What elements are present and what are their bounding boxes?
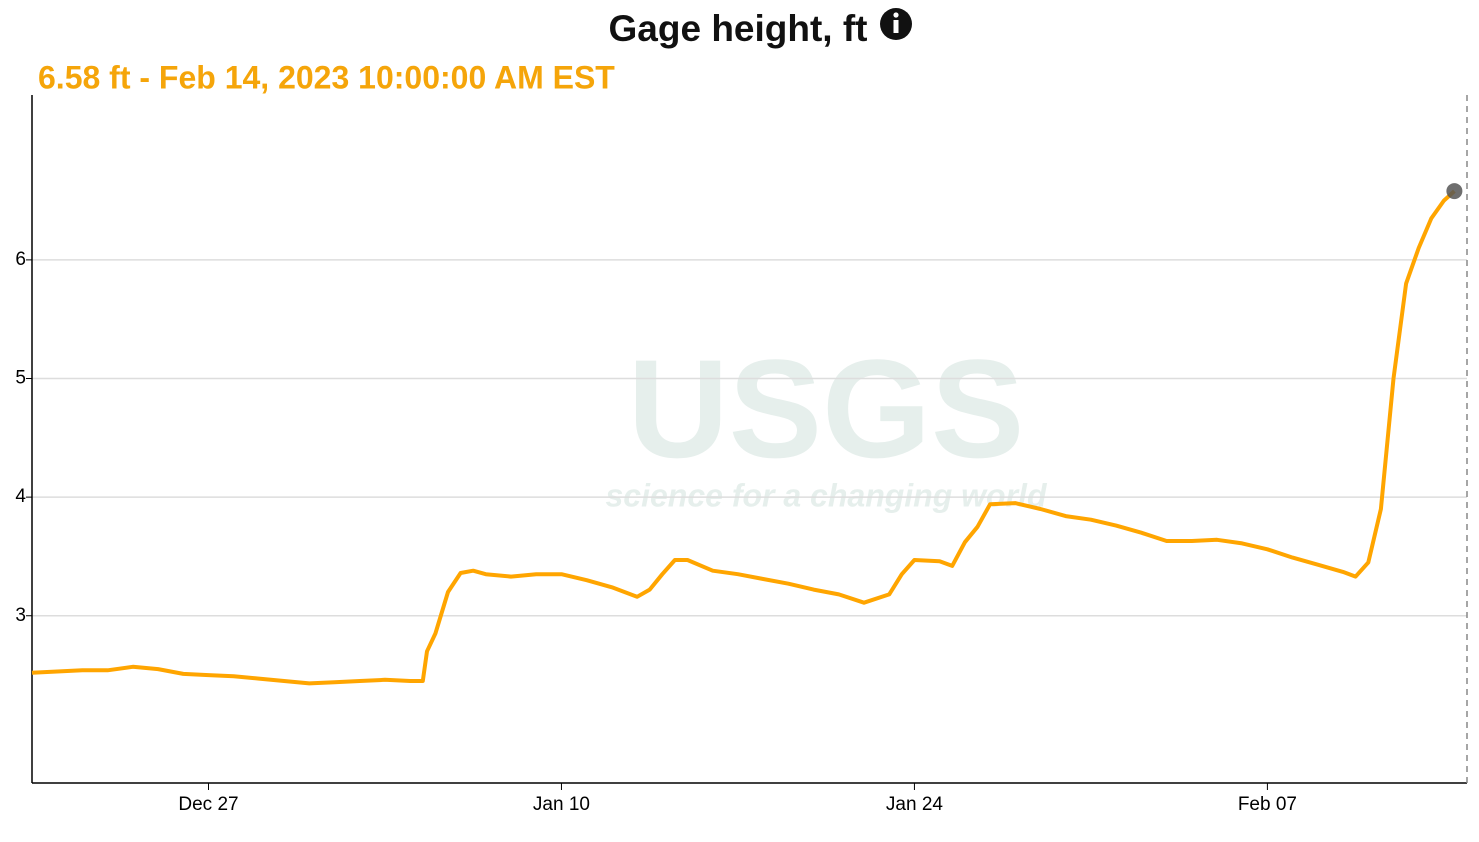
series-line xyxy=(31,189,1456,686)
info-icon[interactable] xyxy=(880,8,912,40)
watermark-logo: USGS xyxy=(628,330,1025,487)
x-tick-label: Jan 10 xyxy=(533,794,590,815)
y-tick-label: 5 xyxy=(15,368,26,389)
watermark-tagline: science for a changing world xyxy=(606,477,1048,513)
subtitle: 6.58 ft - Feb 14, 2023 10:00:00 AM EST xyxy=(38,59,615,95)
y-tick-label: 3 xyxy=(15,605,26,626)
y-tick-label: 4 xyxy=(15,486,26,507)
x-tick-label: Feb 07 xyxy=(1238,794,1297,815)
x-tick-label: Jan 24 xyxy=(886,794,943,815)
x-tick-label: Dec 27 xyxy=(178,794,238,815)
current-point xyxy=(1446,183,1463,200)
y-tick-label: 6 xyxy=(15,249,26,270)
chart-title: Gage height, ft xyxy=(609,8,868,49)
